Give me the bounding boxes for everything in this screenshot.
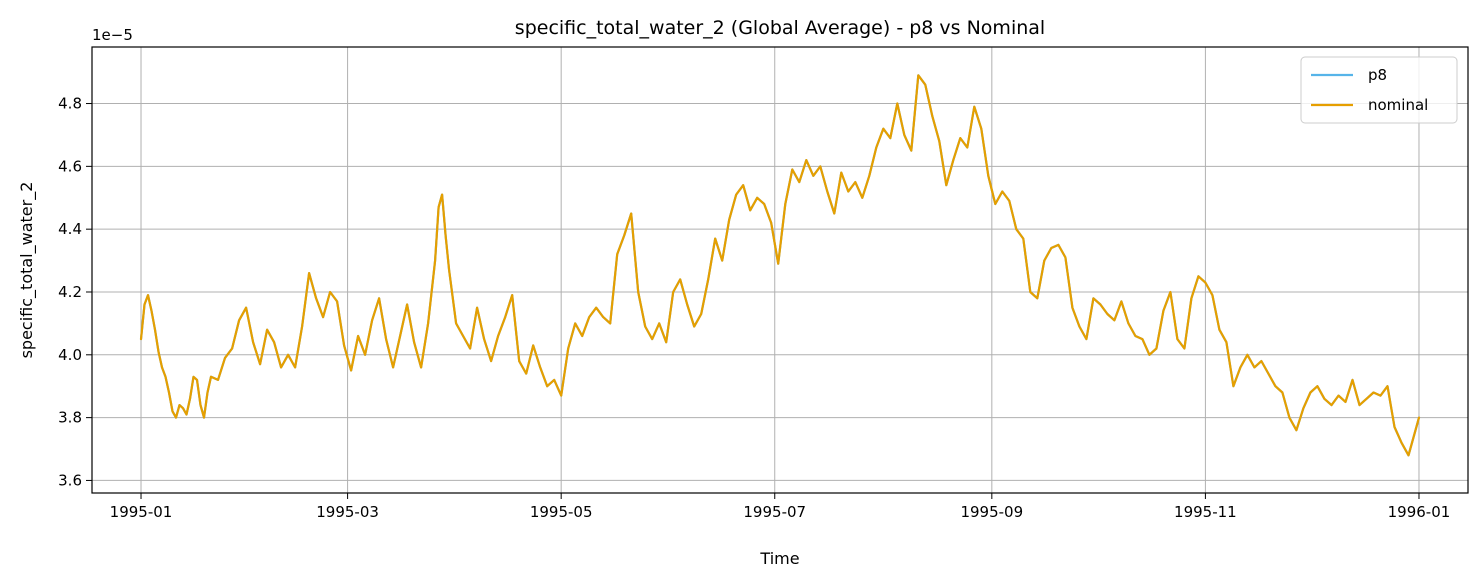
- legend: p8 nominal: [1300, 56, 1458, 124]
- series-line-nominal: [139, 74, 1421, 457]
- legend-label-p8: p8: [1368, 66, 1387, 84]
- y-tick-label: 4.0: [58, 346, 82, 364]
- legend-label-nominal: nominal: [1368, 96, 1428, 114]
- y-tick-label: 3.8: [58, 409, 82, 427]
- plot-area-background: [92, 47, 1468, 493]
- x-tick-label: 1995-03: [316, 503, 379, 521]
- x-tick-label: 1995-05: [530, 503, 593, 521]
- grid-lines: [92, 47, 1468, 493]
- y-tick-label: 4.8: [58, 95, 82, 113]
- y-tick-label: 3.6: [58, 471, 82, 489]
- y-tick-label: 4.6: [58, 157, 82, 175]
- x-tick-label: 1995-09: [960, 503, 1023, 521]
- y-tick-label: 4.2: [58, 283, 82, 301]
- x-tick-label: 1995-01: [110, 503, 173, 521]
- y-axis-title: specific_total_water_2: [17, 182, 37, 359]
- y-scale-offset-label: 1e−5: [92, 26, 133, 44]
- chart-title: specific_total_water_2 (Global Average) …: [515, 17, 1045, 39]
- x-axis: 1995-01 1995-03 1995-05 1995-07 1995-09 1995-…: [110, 493, 1451, 521]
- x-tick-label: 1995-07: [743, 503, 806, 521]
- plot-frame: [91, 46, 1469, 494]
- legend-box: [1300, 56, 1458, 124]
- x-axis-title: Time: [759, 549, 799, 568]
- x-tick-label: 1995-11: [1174, 503, 1237, 521]
- series-lines: [139, 74, 1421, 457]
- y-axis: 3.6 3.8 4.0 4.2 4.4 4.6 4.8: [58, 95, 92, 489]
- x-tick-label: 1996-01: [1388, 503, 1451, 521]
- y-tick-label: 4.4: [58, 220, 82, 238]
